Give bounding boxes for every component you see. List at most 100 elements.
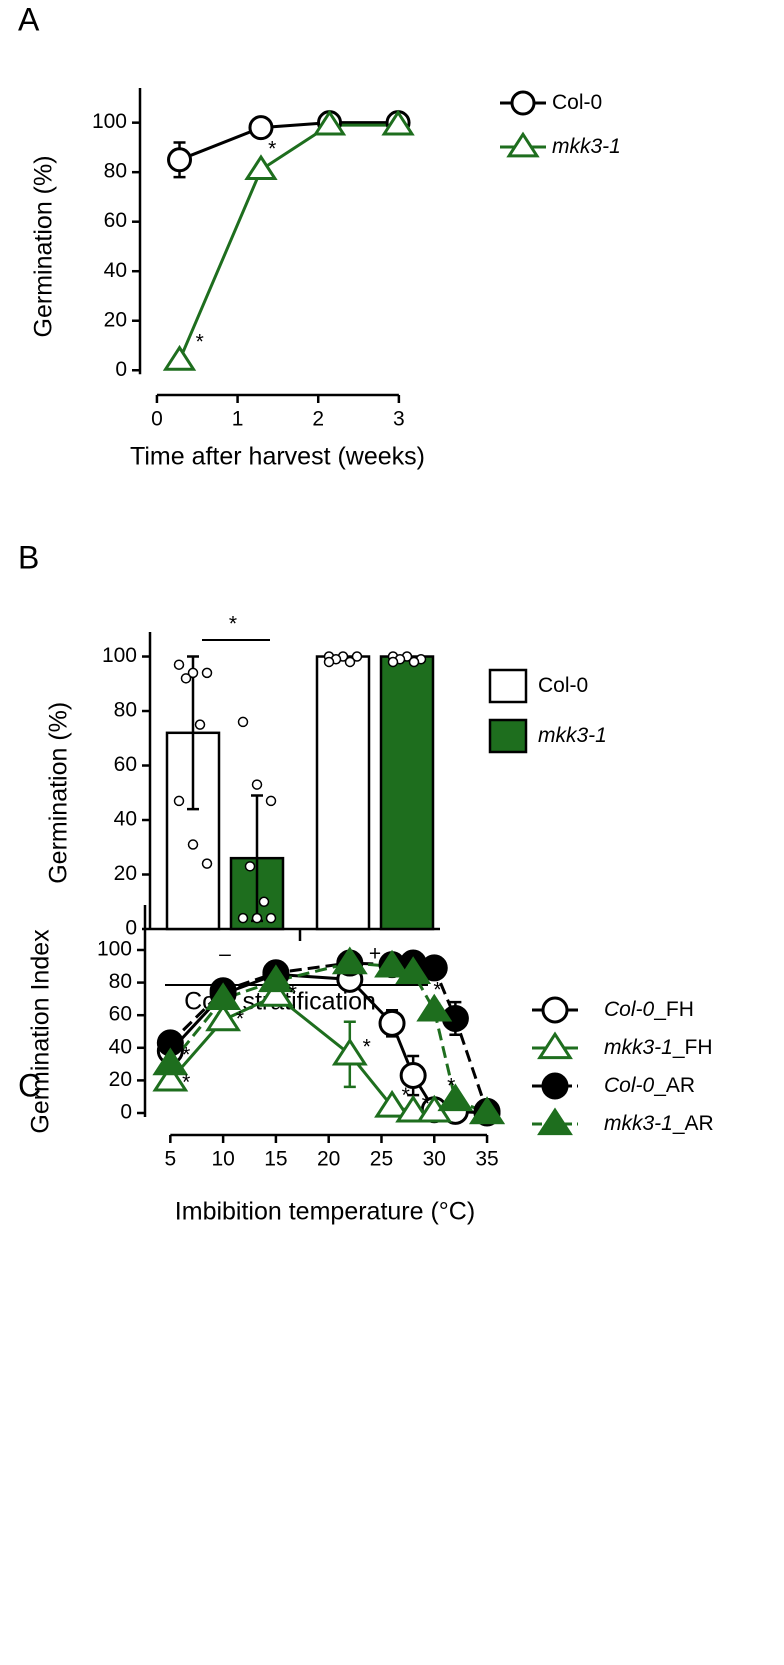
- y-tick-label: 100: [92, 110, 127, 133]
- legend-marker: [537, 1031, 573, 1060]
- x-tick-label: 20: [317, 1148, 340, 1171]
- data-point: [351, 651, 363, 662]
- y-tick-label: 20: [104, 308, 127, 331]
- data-point: [194, 719, 206, 730]
- marker: [395, 956, 432, 984]
- data-point: [187, 667, 199, 679]
- series-line: [169, 961, 489, 1112]
- marker: [152, 1047, 189, 1076]
- x-tick-label: 25: [370, 1148, 393, 1171]
- annotation: *: [268, 137, 276, 160]
- y-tick-label: 0: [125, 917, 137, 940]
- data-point: [173, 659, 185, 670]
- legend-label: mkk3-1_AR: [604, 1112, 714, 1135]
- marker: [420, 954, 448, 982]
- marker: [469, 1096, 505, 1125]
- annotation: *: [402, 1084, 410, 1107]
- y-tick-label: 20: [109, 1068, 132, 1091]
- y-tick-label: 100: [97, 938, 132, 961]
- annotation: *: [422, 1092, 430, 1115]
- data-point: [251, 912, 263, 924]
- marker: [437, 1083, 474, 1112]
- y-axis-label: Germination (%): [45, 702, 73, 884]
- legend-label: Col-0_AR: [604, 1074, 695, 1097]
- marker: [244, 154, 278, 181]
- marker: [257, 964, 294, 993]
- annotation: *: [289, 982, 297, 1005]
- bar: [315, 655, 371, 931]
- annotation: *: [196, 331, 204, 354]
- data-point: [201, 858, 213, 869]
- y-tick-label: 0: [120, 1101, 132, 1124]
- data-point: [387, 656, 399, 668]
- marker: [167, 147, 193, 173]
- panel-letter: A: [18, 1, 40, 37]
- bar: [379, 655, 435, 931]
- x-tick-label: 30: [423, 1148, 446, 1171]
- x-tick-label: 5: [164, 1148, 176, 1171]
- x-tick-label: +: [369, 943, 381, 966]
- data-point: [173, 795, 185, 807]
- marker: [162, 344, 197, 371]
- data-point: [265, 795, 277, 807]
- marker: [331, 1037, 368, 1066]
- x-tick-label: 15: [264, 1148, 287, 1171]
- data-point: [237, 912, 249, 924]
- x-axis-label: Time after harvest (weeks): [130, 443, 425, 471]
- legend-marker: [537, 1107, 573, 1136]
- legend-marker: [541, 996, 569, 1024]
- marker: [399, 1062, 427, 1090]
- legend-label: mkk3-1: [538, 724, 607, 747]
- data-point: [408, 656, 420, 668]
- annotation: *: [236, 1008, 244, 1031]
- x-tick-label: 10: [211, 1148, 234, 1171]
- legend-marker: [510, 90, 536, 116]
- marker: [248, 115, 274, 141]
- x-tick-label: 3: [393, 408, 405, 431]
- marker: [312, 109, 347, 136]
- x-tick-label: 35: [475, 1148, 498, 1171]
- series-line: [178, 121, 399, 162]
- y-tick-label: 80: [114, 699, 137, 722]
- marker: [205, 1003, 242, 1032]
- y-axis-label: Germination Index: [27, 929, 55, 1134]
- y-tick-label: 80: [104, 160, 127, 183]
- y-tick-label: 40: [104, 259, 127, 282]
- data-point: [201, 667, 213, 679]
- data-point: [265, 912, 277, 924]
- y-tick-label: 0: [115, 358, 127, 381]
- panel-letter: C: [18, 1067, 41, 1103]
- marker: [374, 949, 410, 978]
- series-line: [178, 123, 399, 361]
- x-tick-label: 1: [232, 408, 244, 431]
- data-point: [258, 896, 270, 908]
- data-point: [237, 716, 249, 728]
- annotation: *: [447, 1074, 455, 1097]
- annotation: *: [229, 613, 237, 636]
- legend-swatch: [488, 718, 528, 754]
- data-point: [244, 861, 256, 872]
- annotation: *: [182, 1071, 190, 1094]
- legend-label: Col-0_FH: [604, 998, 694, 1021]
- data-point: [344, 656, 356, 668]
- annotation: *: [182, 1043, 190, 1066]
- y-tick-label: 60: [104, 209, 127, 232]
- legend-marker: [541, 1072, 569, 1100]
- x-tick-label: –: [219, 943, 231, 966]
- marker: [381, 109, 415, 136]
- annotation: *: [433, 978, 441, 1001]
- y-tick-label: 60: [114, 753, 137, 776]
- marker: [331, 946, 368, 975]
- x-axis-label: Imbibition temperature (°C): [175, 1198, 475, 1226]
- marker: [374, 1089, 410, 1118]
- error-bar: [187, 655, 199, 811]
- legend-label: Col-0: [552, 91, 602, 114]
- legend-marker: [506, 131, 540, 158]
- legend-swatch: [488, 668, 528, 704]
- y-tick-label: 20: [114, 862, 137, 885]
- y-tick-label: 60: [109, 1003, 132, 1026]
- x-tick-label: 0: [151, 408, 163, 431]
- y-tick-label: 40: [109, 1035, 132, 1058]
- legend-label: mkk3-1: [552, 135, 621, 158]
